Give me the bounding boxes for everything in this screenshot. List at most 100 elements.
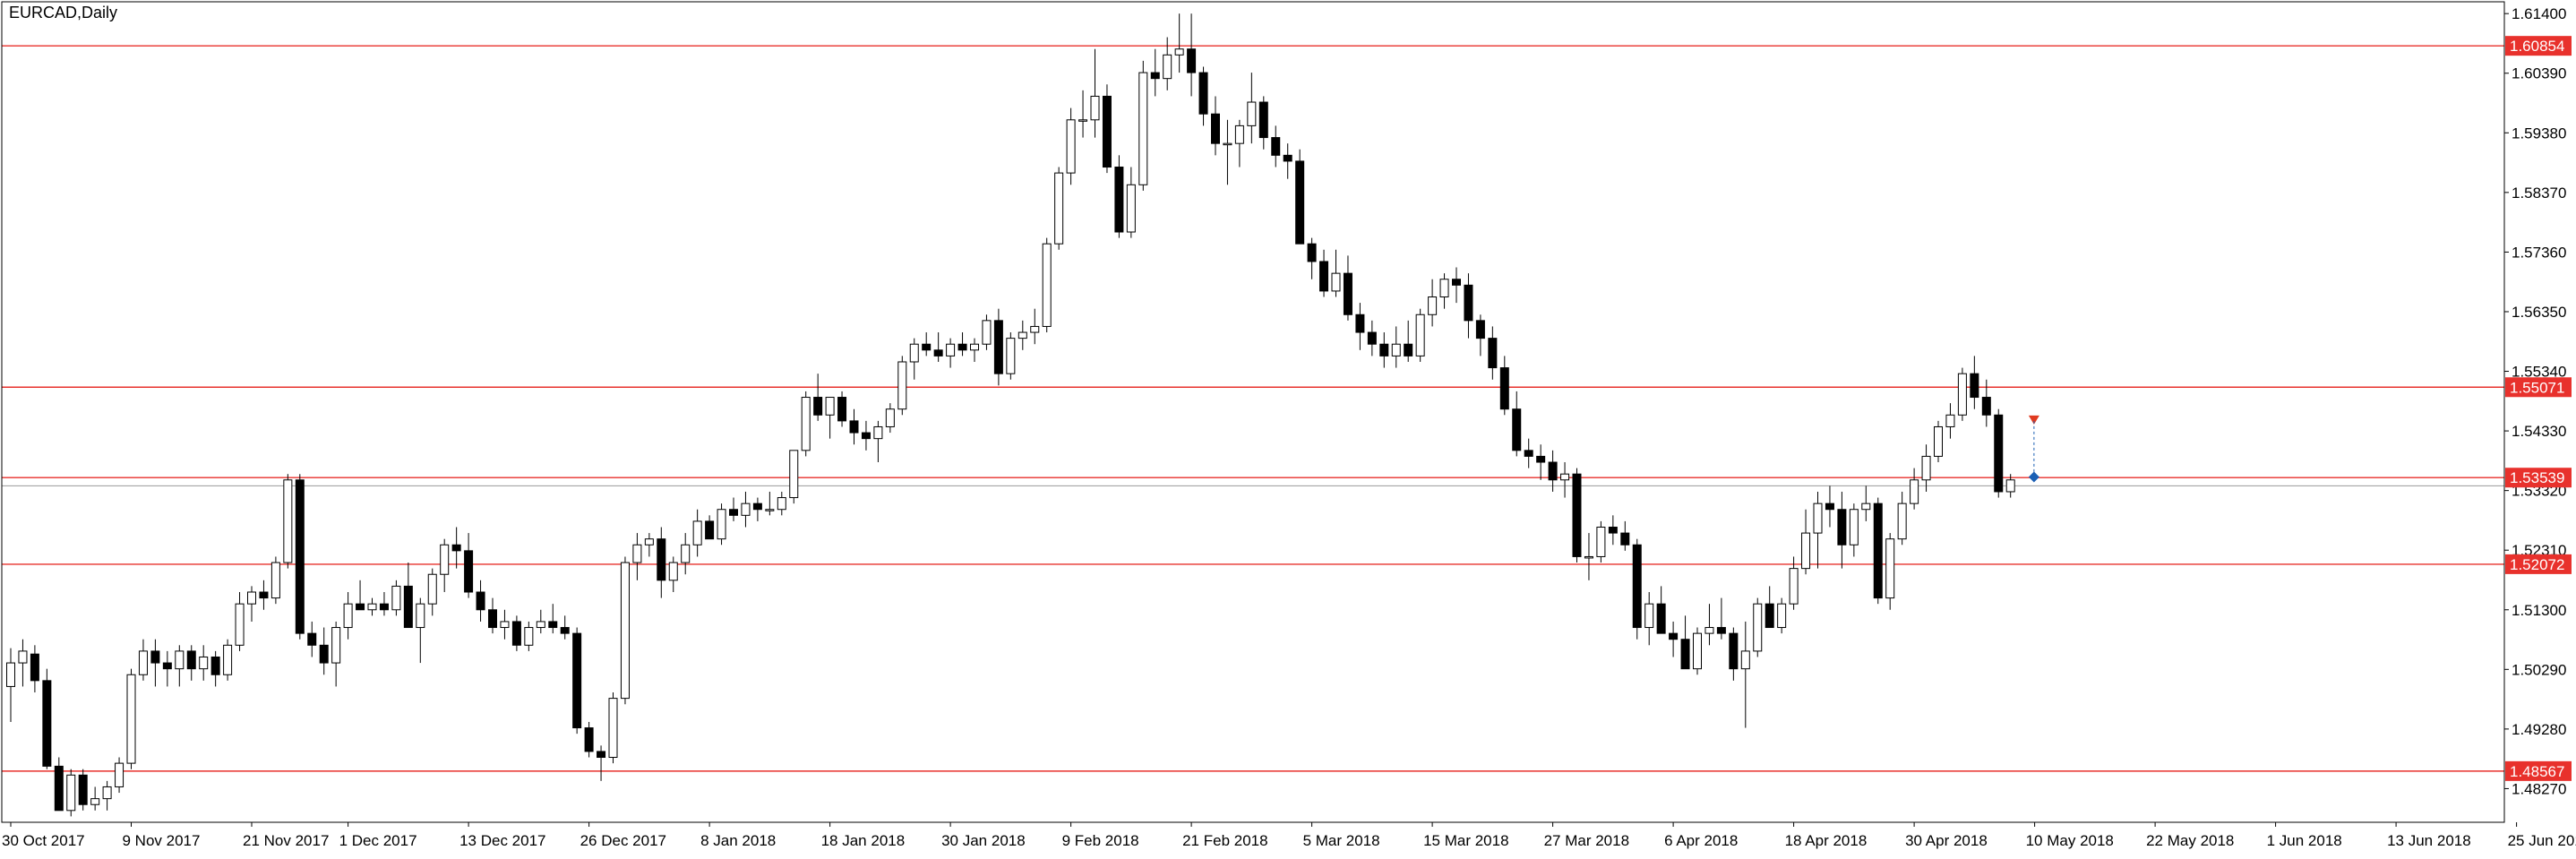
candle-64 [777,491,786,516]
candle-92 [1114,155,1124,238]
candle-98 [1187,13,1197,97]
candle-body-bull [175,650,185,670]
candle-body-bear [1981,397,1991,416]
candle-body-bear [1572,473,1582,557]
candle-body-bear [1512,408,1522,451]
candle-body-bull [620,562,630,700]
candle-131 [1584,533,1593,580]
candle-body-bear [1656,603,1666,634]
candle-6 [78,769,88,811]
candle-53 [644,533,654,557]
candle-18 [223,639,233,681]
candle-body-bull [1777,603,1787,629]
candle-150 [1813,491,1823,569]
candle-body-bull [66,774,76,812]
candle-body-bear [259,591,269,599]
candle-body-bear [1475,320,1485,339]
candle-34 [416,597,425,664]
y-tick-label: 1.55340 [2512,364,2566,381]
candle-91 [1102,84,1112,174]
candle-27 [331,621,341,687]
candle-93 [1126,167,1136,238]
candle-157 [1897,491,1907,545]
candle-45 [548,604,558,634]
x-tick-label: 15 Mar 2018 [1423,832,1508,849]
candle-body-bull [1910,479,1919,504]
x-tick-label: 8 Jan 2018 [700,832,776,849]
candle-body-bear [1729,632,1739,670]
candle-76 [922,332,932,356]
candle-74 [897,356,907,416]
candle-body-bear [1536,455,1546,463]
candle-body-bear [1669,632,1679,640]
candle-body-bear [1258,101,1268,139]
candle-body-bear [1488,338,1498,369]
candle-body-bear [403,585,413,629]
candle-body-bear [307,632,317,646]
candle-body-bear [933,349,943,356]
candle-body-bull [717,509,726,540]
candle-83 [1006,332,1016,380]
candle-58 [705,515,715,540]
candle-body-bull [1163,54,1172,80]
candle-body-bull [741,503,751,516]
candle-body-bear [30,653,39,682]
candle-17 [210,650,220,687]
candle-body-bear [1452,279,1461,286]
level-tag-bg [2505,36,2572,56]
candle-body-bull [18,650,28,664]
candle-body-bear [572,632,582,729]
candle-149 [1801,509,1811,575]
candle-body-bull [632,544,642,563]
candle-body-bull [235,603,245,646]
candle-body-bear [1343,272,1352,315]
candle-99 [1198,66,1208,126]
candle-body-bear [54,765,64,812]
y-tick-label: 1.49280 [2512,721,2566,738]
candle-63 [765,491,775,516]
candle-56 [681,533,691,575]
candle-70 [849,408,859,445]
candle-body-bear [1295,160,1305,245]
candle-49 [597,745,606,781]
candle-body-bull [247,591,256,605]
candle-body-bear [1404,343,1413,356]
candle-body-bull [1813,503,1823,534]
candle-104 [1258,96,1268,150]
candle-body-bear [1548,461,1558,481]
candle-body-bull [500,621,510,629]
candle-116 [1404,320,1413,362]
candle-2 [30,645,39,693]
candle-16 [199,645,209,681]
candle-body-bear [1873,503,1883,599]
sell-arrow-icon [2028,415,2039,425]
candle-body-bull [825,397,835,416]
candle-135 [1632,538,1642,640]
candle-31 [379,591,389,616]
candle-118 [1428,279,1438,327]
candle-body-bull [1054,172,1064,245]
candle-37 [451,527,461,569]
candle-32 [391,580,401,616]
candle-77 [933,332,943,362]
candle-body-bear [451,544,461,552]
x-tick-label: 10 May 2018 [2026,832,2114,849]
candle-body-bull [946,343,956,356]
candle-60 [729,497,738,521]
candle-body-bull [1030,325,1040,333]
candle-75 [909,338,919,380]
candle-body-bull [115,762,125,787]
candle-body-bear [295,479,305,634]
candle-body-bull [126,674,136,764]
candle-body-bull [1801,532,1811,570]
candle-body-bear [1994,414,2004,493]
candle-body-bull [1247,101,1257,126]
candle-body-bull [391,585,401,611]
y-tick-label: 1.51300 [2512,602,2566,619]
candle-body-bull [789,450,799,499]
candle-body-bull [1789,568,1799,605]
candle-body-bear [1499,367,1509,410]
x-tick-label: 18 Apr 2018 [1785,832,1868,849]
candle-138 [1669,621,1679,657]
